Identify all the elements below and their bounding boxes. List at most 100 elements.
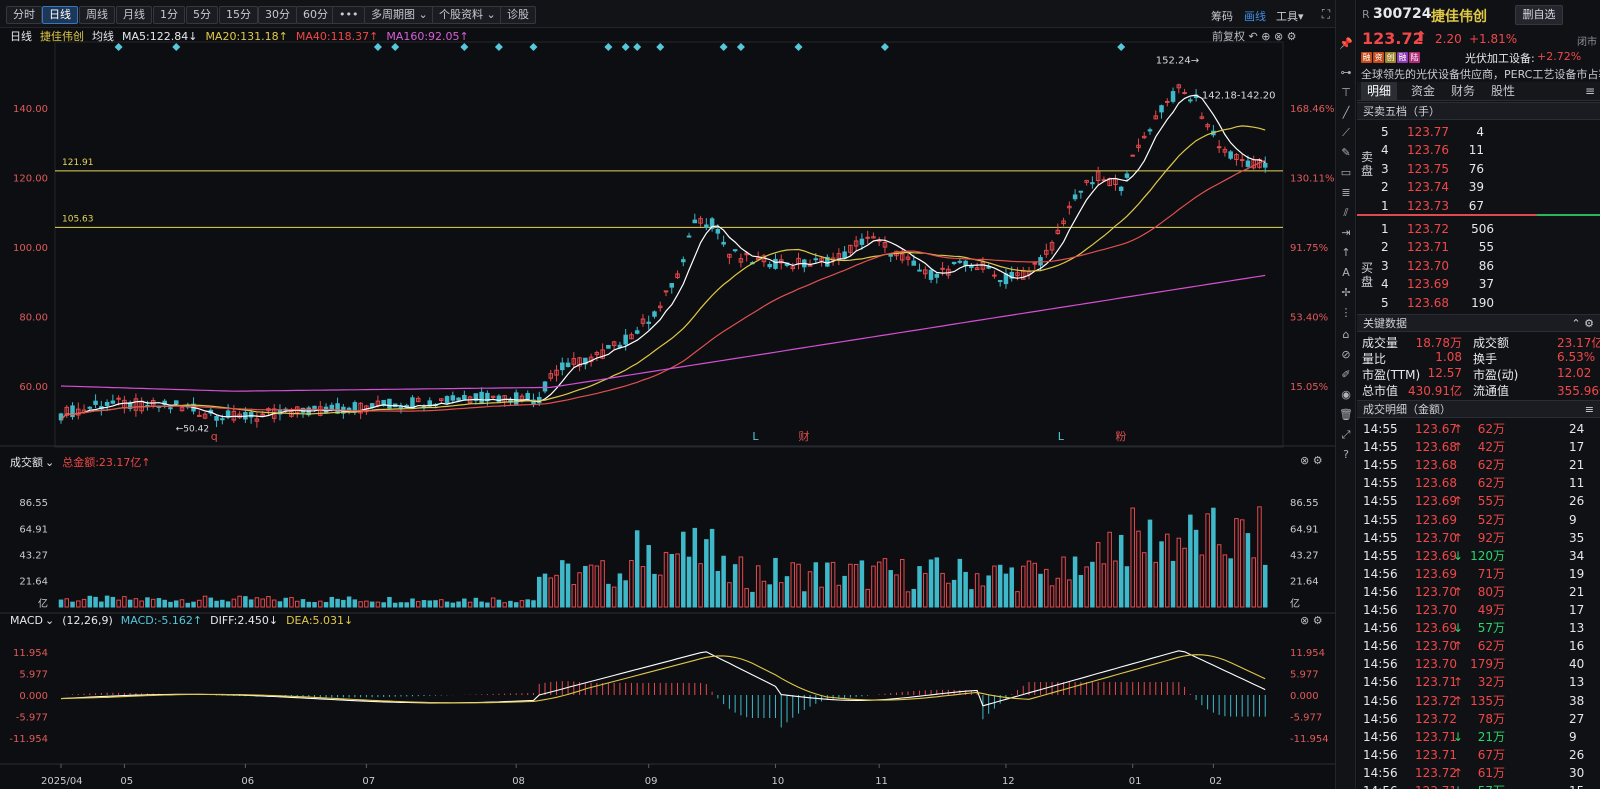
trade-row[interactable]: 14:56 123.70 179万 40 (1357, 655, 1600, 673)
macd-label[interactable]: MACD (10, 614, 43, 627)
tab-5min[interactable]: 5分 (186, 6, 218, 24)
close-icon[interactable]: ⊗ (1300, 454, 1310, 467)
tab-monthly[interactable]: 月线 (116, 6, 152, 24)
fibonacci-icon[interactable]: ≣ (1341, 186, 1351, 199)
ma-label[interactable]: 均线 (92, 30, 114, 43)
sector-name[interactable]: 光伏加工设备: (1465, 52, 1535, 65)
trade-row[interactable]: 14:55 123.69 ↓ 120万 34 (1357, 547, 1600, 565)
ask-level-row[interactable]: 2 123.74 39 (1357, 178, 1600, 196)
trade-row[interactable]: 14:56 123.71 67万 26 (1357, 746, 1600, 764)
adjust-dropdown[interactable]: 前复权 (1212, 30, 1245, 43)
menu-icon[interactable]: ≡ (1584, 403, 1594, 416)
tab-funds[interactable]: 资金 (1411, 84, 1436, 98)
eye-icon[interactable]: ◉ (1341, 388, 1351, 401)
measure-icon[interactable]: ⇥ (1341, 226, 1351, 239)
chips-button[interactable]: 筹码 (1211, 10, 1233, 23)
macd-tick-label: -11.954 (9, 734, 48, 745)
crosshair-icon[interactable]: ✢ (1341, 286, 1351, 299)
stock-info-dropdown[interactable]: 个股资料 ⌄ (432, 6, 503, 24)
ask-level-row[interactable]: 1 123.73 67 (1357, 197, 1600, 215)
lock-icon[interactable]: ⊘ (1341, 348, 1351, 361)
menu-icon[interactable]: ≡ (1585, 84, 1596, 98)
ray-icon[interactable]: ⟋ (1342, 126, 1350, 139)
arrow-up-tool-icon[interactable]: ↑ (1341, 246, 1351, 259)
bid-level-row[interactable]: 4 123.69 37 (1357, 275, 1600, 293)
trend-line-icon[interactable]: ╱ (1342, 106, 1350, 119)
trade-row[interactable]: 14:56 123.72 ↑ 135万 38 (1357, 692, 1600, 710)
trash-icon[interactable]: 🗑 (1339, 408, 1353, 421)
level-line-icon[interactable]: ⊤ (1341, 86, 1351, 99)
gear-icon[interactable]: ⚙ (1286, 30, 1297, 43)
undo-icon[interactable]: ↶ (1248, 30, 1258, 43)
expand-icon[interactable]: ⤢ (1341, 428, 1351, 441)
volume-bar (802, 591, 807, 608)
ask-level-row[interactable]: 3 123.75 76 (1357, 160, 1600, 178)
link-icon[interactable]: ⊶ (1340, 66, 1352, 79)
brush-icon[interactable]: ✎ (1341, 146, 1351, 159)
tab-finance[interactable]: 财务 (1451, 84, 1476, 98)
help-icon[interactable]: ? (1343, 448, 1349, 461)
gear-icon[interactable]: ⚙ (1312, 454, 1323, 467)
kline-chart[interactable]: 121.91 105.63 152.24→ ←50.42 142.18-142.20 q L… (0, 28, 1335, 789)
tools-dropdown[interactable]: 工具▾ (1276, 10, 1304, 23)
tab-timeshare[interactable]: 分时 (6, 6, 42, 24)
close-icon[interactable]: ⊗ (1300, 614, 1310, 627)
trade-row[interactable]: 14:56 123.69 71万 19 (1357, 565, 1600, 583)
volume-label[interactable]: 成交额 (10, 456, 43, 469)
add-icon[interactable]: ⊕ (1261, 30, 1271, 43)
edit-icon[interactable]: ✐ (1341, 368, 1351, 381)
pin-icon[interactable]: 📌 (1339, 37, 1353, 50)
candle-body (825, 256, 830, 267)
tab-character[interactable]: 股性 (1491, 84, 1516, 98)
bid-level-row[interactable]: 1 123.72 506 (1357, 220, 1600, 238)
trade-row[interactable]: 14:55 123.69 52万 9 (1357, 511, 1600, 529)
trade-row[interactable]: 14:55 123.67 ↑ 62万 24 (1357, 420, 1600, 438)
trade-row[interactable]: 14:55 123.70 ↑ 92万 35 (1357, 529, 1600, 547)
trade-price: 123.69 (1415, 548, 1457, 563)
text-icon[interactable]: A (1342, 266, 1350, 279)
ask-level-row[interactable]: 4 123.76 11 (1357, 141, 1600, 159)
trade-row[interactable]: 14:56 123.70 ↑ 62万 16 (1357, 637, 1600, 655)
collapse-icon[interactable]: ⌃ ⚙ (1571, 317, 1594, 330)
trade-row[interactable]: 14:56 123.70 49万 17 (1357, 601, 1600, 619)
bid-level-row[interactable]: 5 123.68 190 (1357, 294, 1600, 312)
trade-row[interactable]: 14:55 123.68 62万 11 (1357, 474, 1600, 492)
more-tools-icon[interactable]: ⋮ (1340, 306, 1352, 319)
rectangle-icon[interactable]: ▭ (1340, 166, 1352, 179)
volume-bar (698, 563, 703, 608)
multi-period-dropdown[interactable]: 多周期图 ⌄ (364, 6, 435, 24)
tab-1min[interactable]: 1分 (153, 6, 185, 24)
volume-bar (542, 573, 548, 608)
channel-icon[interactable]: ⫽ (1343, 206, 1349, 219)
close-icon[interactable]: ⊗ (1273, 30, 1284, 43)
tab-detail[interactable]: 明细 (1361, 82, 1398, 101)
gear-icon[interactable]: ⚙ (1312, 614, 1323, 627)
tab-15min[interactable]: 15分 (219, 6, 258, 24)
trade-amount: 62万 (1477, 639, 1505, 654)
remove-watchlist-button[interactable]: 删自选 (1515, 5, 1563, 25)
volume-bar (744, 588, 749, 608)
trade-row[interactable]: 14:56 123.72 ↑ 61万 30 (1357, 764, 1600, 782)
chevron-down-icon: ⌄ (418, 8, 428, 21)
ask-level-row[interactable]: 5 123.77 4 (1357, 123, 1600, 141)
diagnose-button[interactable]: 诊股 (500, 6, 536, 24)
tab-daily[interactable]: 日线 (42, 6, 78, 24)
fullscreen-icon[interactable]: ⛶ (1321, 7, 1331, 21)
trade-row[interactable]: 14:55 123.68 ↑ 42万 17 (1357, 438, 1600, 456)
draw-button[interactable]: 画线 (1244, 10, 1266, 23)
trade-row[interactable]: 14:56 123.72 78万 27 (1357, 710, 1600, 728)
more-button[interactable]: ••• (332, 6, 366, 24)
magnet-icon[interactable]: ⌂ (1342, 328, 1350, 341)
bid-level-row[interactable]: 3 123.70 86 (1357, 257, 1600, 275)
trade-row[interactable]: 14:56 123.71 ↑ 32万 13 (1357, 673, 1600, 691)
trade-row[interactable]: 14:56 123.71 ↓ 21万 9 (1357, 728, 1600, 746)
trade-row[interactable]: 14:55 123.69 ↑ 55万 26 (1357, 492, 1600, 510)
tab-30min[interactable]: 30分 (258, 6, 297, 24)
trade-row[interactable]: 14:56 123.70 ↑ 80万 21 (1357, 583, 1600, 601)
trade-row[interactable]: 14:56 123.71↓ 57万 15 (1357, 782, 1600, 789)
tab-60min[interactable]: 60分 (296, 6, 335, 24)
tab-weekly[interactable]: 周线 (79, 6, 115, 24)
trade-row[interactable]: 14:55 123.68 62万 21 (1357, 456, 1600, 474)
bid-level-row[interactable]: 2 123.71 55 (1357, 238, 1600, 256)
trade-row[interactable]: 14:56 123.69 ↓ 57万 13 (1357, 619, 1600, 637)
